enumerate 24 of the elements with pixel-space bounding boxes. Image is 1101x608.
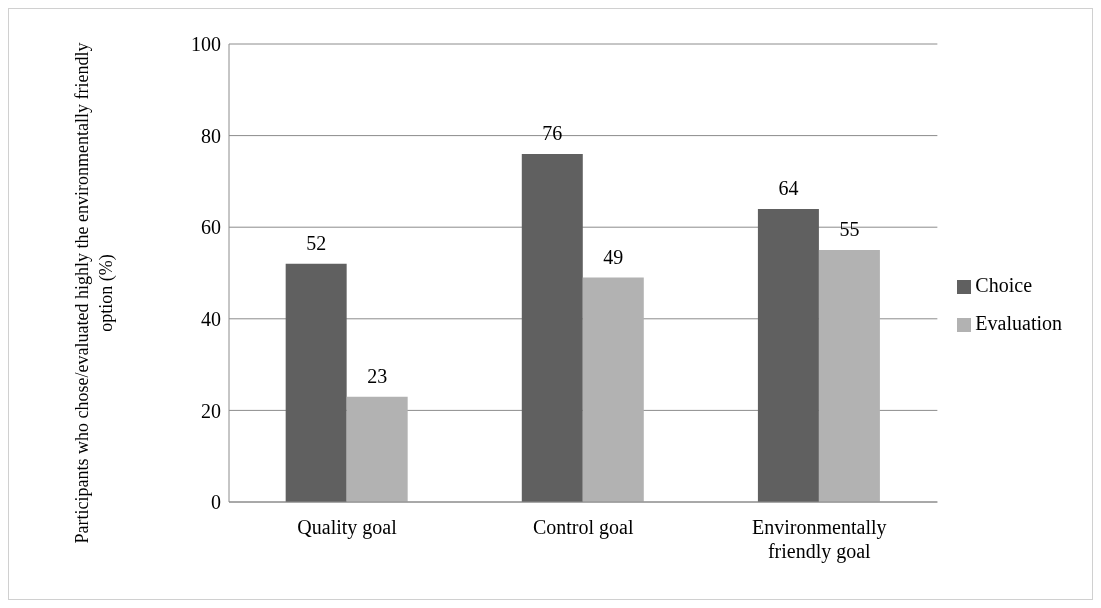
data-label: 64 [778,176,799,199]
x-tick-label: Environmentally friendly goal [752,516,887,563]
bar [582,277,644,502]
y-axis-title: Participants who chose/evaluated highly the environmentally friendly option (%) [72,42,117,544]
bar [285,263,347,502]
bar [521,153,583,502]
x-tick-label: Control goal [532,516,634,539]
y-tick-label: 40 [201,307,221,330]
data-label: 49 [603,245,624,268]
bar [818,250,880,502]
y-tick-label: 80 [201,124,221,147]
bar [346,396,408,502]
legend-label: Choice [975,274,1033,296]
data-label: 55 [839,218,860,241]
legend-label: Evaluation [975,312,1062,334]
data-label: 52 [306,231,327,254]
data-label: 76 [542,121,563,144]
y-tick-label: 20 [201,399,221,422]
x-tick-label: Quality goal [297,516,398,539]
y-tick-label: 60 [201,216,221,239]
y-tick-label: 0 [211,491,221,514]
y-tick-label: 100 [191,33,221,56]
data-label: 23 [367,364,388,387]
bar [757,208,819,502]
